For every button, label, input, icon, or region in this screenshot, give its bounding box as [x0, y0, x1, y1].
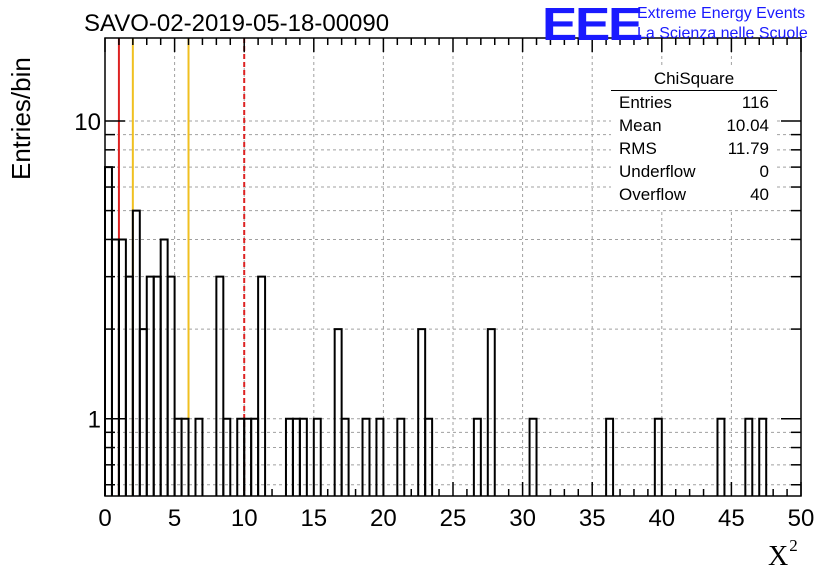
x-tick-label: 50: [788, 505, 815, 532]
x-tick-label: 40: [648, 505, 675, 532]
tick-labels: 0 5 10 15 20 25 30 35 40 45 50 1 10: [74, 109, 814, 532]
histogram-bin: [361, 417, 371, 496]
histogram-bin: [152, 275, 162, 496]
stats-label: Underflow: [619, 162, 696, 181]
histogram-bin: [653, 417, 663, 496]
histogram-bin: [758, 417, 768, 496]
histogram-bin: [138, 328, 148, 496]
x-tick-label: 35: [579, 505, 606, 532]
stats-value: 40: [750, 185, 769, 204]
histogram-bin: [110, 238, 120, 496]
stats-row-overflow: Overflow 40: [611, 183, 777, 206]
x-axis-label-superscript: 2: [789, 536, 798, 555]
histogram-bin: [340, 417, 350, 496]
histogram-bin: [333, 328, 343, 496]
x-axis-label-symbol: X: [768, 541, 789, 572]
histogram-bars: [104, 166, 768, 496]
histogram-bin: [222, 417, 232, 496]
histogram-bin: [194, 417, 204, 496]
histogram-bin: [605, 417, 615, 496]
stats-label: Entries: [619, 93, 672, 112]
histogram-bin: [131, 209, 141, 496]
histogram-bin: [417, 328, 427, 496]
run-title: SAVO-02-2019-05-18-00090: [84, 10, 390, 37]
histogram-bin: [396, 417, 406, 496]
stats-row-underflow: Underflow 0: [611, 160, 777, 183]
x-tick-label: 25: [440, 505, 467, 532]
y-axis-label: Entries/bin: [6, 57, 36, 180]
x-tick-label: 15: [300, 505, 327, 532]
axis-ticks: [104, 38, 802, 496]
histogram-bin: [104, 166, 113, 496]
stats-value: 10.04: [726, 116, 769, 135]
histogram-bin: [375, 417, 385, 496]
x-tick-label: 20: [370, 505, 397, 532]
histogram-bin: [312, 417, 322, 496]
stats-row-rms: RMS 11.79: [611, 137, 777, 160]
histogram-bin: [486, 328, 496, 496]
x-axis-label: X2: [768, 536, 798, 573]
histogram-bin: [180, 417, 190, 496]
stats-label: Overflow: [619, 185, 687, 204]
histogram-bin: [298, 417, 308, 496]
x-tick-label: 0: [98, 505, 111, 532]
stats-label: Mean: [619, 116, 662, 135]
histogram-bin: [124, 275, 134, 496]
logo-line-2: La Scienza nelle Scuole: [637, 25, 808, 42]
histogram-bin: [166, 275, 176, 496]
x-tick-label: 10: [231, 505, 258, 532]
x-tick-label: 45: [718, 505, 745, 532]
histogram-bin: [145, 275, 155, 496]
grid-layer: [105, 38, 801, 496]
stats-value: 11.79: [727, 139, 769, 158]
histogram-bin: [528, 417, 538, 496]
stats-value: 0: [759, 162, 769, 181]
x-tick-label: 5: [168, 505, 181, 532]
histogram-bin: [424, 417, 434, 496]
stats-box: ChiSquare Entries 116 Mean 10.04 RMS 11.…: [611, 68, 777, 210]
y-tick-label: 10: [74, 109, 101, 136]
histogram-bin: [472, 417, 482, 496]
eee-logo: EEE: [542, 0, 643, 50]
stats-value: 116: [741, 93, 769, 112]
histogram-bin: [117, 238, 127, 496]
histogram-bin: [159, 238, 169, 496]
stats-label: RMS: [619, 139, 657, 158]
stats-title: ChiSquare: [611, 68, 777, 91]
stats-row-entries: Entries 116: [611, 91, 777, 114]
logo-line-1: Extreme Energy Events: [637, 5, 806, 22]
histogram-bin: [257, 275, 267, 496]
histogram-bin: [215, 275, 225, 496]
histogram-bin: [716, 417, 726, 496]
histogram-bin: [744, 417, 754, 496]
y-tick-label: 1: [88, 407, 101, 434]
stats-row-mean: Mean 10.04: [611, 114, 777, 137]
x-tick-label: 30: [509, 505, 536, 532]
